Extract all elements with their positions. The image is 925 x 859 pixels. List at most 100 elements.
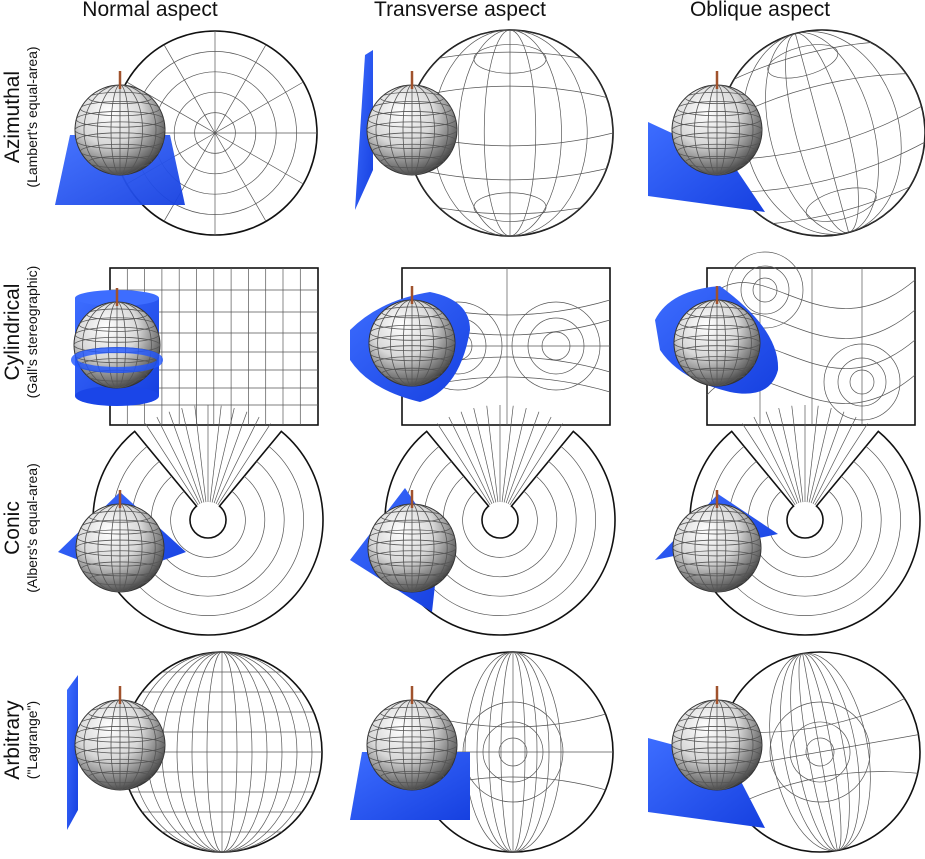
transverse-grid [406, 29, 614, 237]
meridian-line [211, 407, 235, 503]
meridian-line [214, 44, 267, 134]
cylinder-bottom [75, 386, 159, 406]
meridian-line [215, 416, 260, 505]
rect-grid [706, 251, 916, 426]
meridian-line [209, 405, 222, 503]
meridian-line [681, 504, 753, 592]
meridian-line [110, 700, 130, 790]
conic-fan [384, 405, 616, 636]
globe [671, 71, 763, 176]
meridian-line [82, 302, 152, 388]
meridian-line [753, 416, 798, 505]
panel-azimuthal-oblique [648, 29, 925, 237]
column-header-normal: Normal aspect [82, 0, 218, 21]
parallel-circle [805, 737, 835, 767]
globe [74, 71, 166, 176]
panel-cylindrical-normal [71, 267, 319, 426]
meridian-line [110, 504, 130, 592]
parallel-arc [150, 475, 266, 578]
meridian-line [501, 405, 514, 503]
panel-cylindrical-oblique [655, 251, 916, 426]
panel-cylindrical-transverse [350, 267, 611, 426]
meridian-line [806, 405, 819, 503]
parallel-loop [805, 187, 877, 222]
meridian-line [791, 405, 804, 503]
meridian-line [214, 81, 304, 134]
globe [671, 686, 763, 791]
cylinder-band [71, 347, 163, 373]
meridian-line [95, 302, 139, 388]
meridian-line [458, 30, 562, 236]
meridian-line [448, 416, 493, 505]
meridian-line [217, 423, 271, 506]
globe [366, 71, 458, 176]
meridian-line [486, 405, 499, 503]
meridian-line [168, 411, 203, 504]
meridian-line [694, 504, 740, 592]
meridian-line [765, 411, 800, 504]
meridian-line [460, 411, 495, 504]
parallel-loop [767, 44, 839, 79]
parallel-line [407, 166, 613, 181]
parallel-line [731, 138, 925, 193]
parallel-circle [789, 721, 851, 783]
globe [75, 490, 165, 593]
meridian-line [181, 407, 205, 503]
meridian-line [503, 407, 527, 503]
parallel-circle [752, 277, 778, 303]
meridian-line [778, 407, 802, 503]
meridian-line [682, 300, 752, 386]
meridian-line [163, 44, 216, 134]
meridian-line [509, 423, 563, 506]
meridian-line [110, 85, 130, 175]
globe [673, 286, 761, 387]
parallel-arc [170, 490, 246, 558]
meridian-line [97, 700, 143, 790]
meridian-line [402, 700, 422, 790]
meridian-line [389, 85, 435, 175]
meridian-line [814, 423, 868, 506]
meridian-line [83, 700, 157, 790]
lagrange-grid [121, 651, 323, 853]
meridian-line [156, 416, 201, 505]
meridian-line [402, 300, 421, 386]
meridian-line [97, 504, 143, 592]
meridian-line [708, 300, 727, 386]
panel-azimuthal-transverse [355, 29, 614, 237]
meridian-line [483, 30, 537, 236]
meridian-line [810, 411, 845, 504]
parallel-circle [498, 737, 528, 767]
meridian-line [97, 85, 143, 175]
parallel-curve [706, 279, 916, 309]
meridian-line [108, 302, 127, 388]
meridian-line [505, 411, 540, 504]
projection-plane [67, 675, 78, 830]
meridian-line [390, 300, 434, 386]
panel-conic-transverse [350, 405, 616, 636]
meridian-line [194, 405, 207, 503]
meridian-line [213, 411, 248, 504]
globe [367, 490, 457, 593]
meridian-line [163, 132, 216, 222]
globe [368, 286, 456, 387]
meridian-line [375, 85, 449, 175]
panel-conic-oblique [655, 405, 921, 636]
panel-conic-normal [58, 405, 324, 636]
parallel-arc [767, 490, 843, 558]
parallel-arc [462, 490, 538, 558]
panel-azimuthal-normal [55, 30, 318, 236]
meridian-line [145, 423, 199, 506]
parallel-arc [442, 475, 558, 578]
meridian-line [376, 504, 448, 592]
parallel-arc [747, 475, 863, 578]
panel-arbitrary-transverse [350, 651, 614, 853]
meridian-line [695, 300, 739, 386]
meridian-line [680, 700, 754, 790]
meridian-line [473, 407, 497, 503]
globe [672, 490, 762, 593]
globe [366, 686, 458, 791]
meridian-line [214, 132, 267, 222]
meridian-line [707, 700, 727, 790]
meridian-line [812, 416, 857, 505]
